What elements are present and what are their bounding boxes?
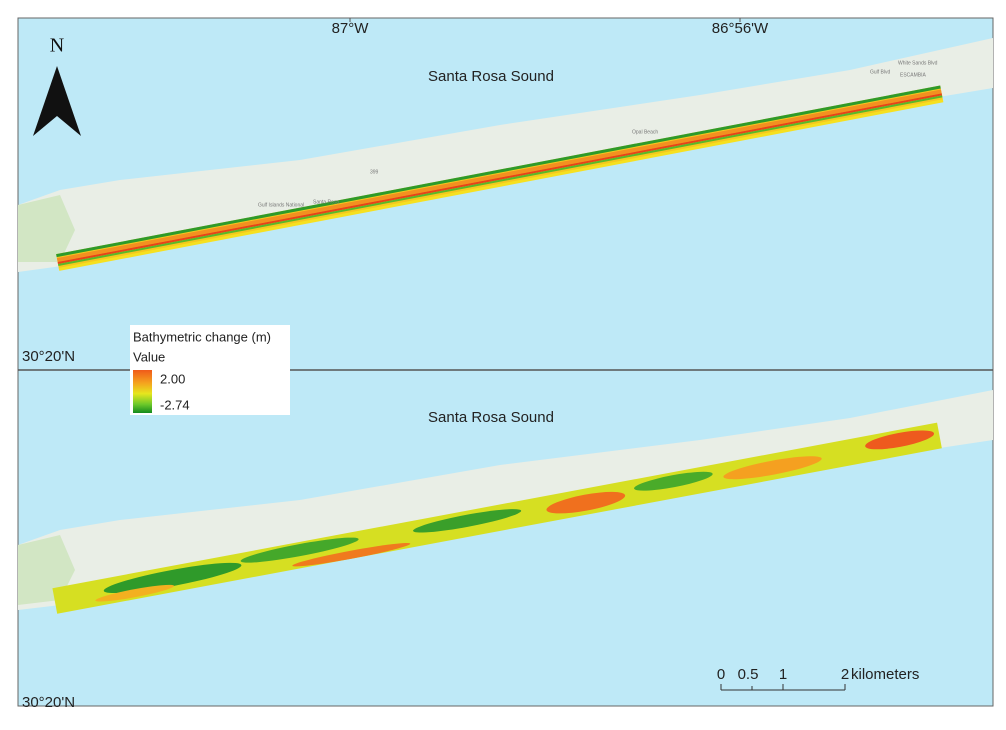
- legend-ramp: [133, 370, 152, 413]
- strip-blob: [633, 471, 713, 491]
- place-label: 399: [370, 169, 379, 175]
- scale-label: 1: [779, 666, 787, 683]
- water-label: Santa Rosa Sound: [428, 68, 554, 85]
- north-arrow: [33, 66, 57, 136]
- land-park: [18, 195, 75, 262]
- strip-blob: [240, 537, 359, 563]
- place-label: Gulf Blvd: [870, 69, 891, 75]
- strip-blob: [413, 509, 522, 533]
- place-label: Santa Rosa: [313, 199, 339, 205]
- water-label: Santa Rosa Sound: [428, 409, 554, 426]
- strip-blob: [103, 562, 242, 594]
- place-label: White Sands Blvd: [898, 60, 938, 66]
- north-label: N: [50, 35, 64, 57]
- strip-blob: [865, 430, 935, 450]
- legend-high: 2.00: [160, 371, 185, 386]
- strip-blob: [546, 491, 626, 514]
- scale-unit: kilometers: [851, 666, 919, 683]
- longitude-label: 87°W: [332, 20, 370, 37]
- scale-label: 0: [717, 666, 725, 683]
- legend-box: [130, 325, 290, 415]
- strip-blob: [292, 542, 411, 567]
- strip-band: [58, 99, 944, 271]
- north-arrow: [57, 66, 81, 136]
- strip-band: [56, 85, 941, 258]
- strip-band: [57, 93, 943, 264]
- scale-bar: 0 0.5 1 2 kilometers: [717, 666, 919, 691]
- land: [18, 38, 993, 272]
- legend-subtitle: Value: [133, 349, 165, 364]
- longitude-label: 86°56'W: [712, 20, 769, 37]
- place-label: Gulf Islands National: [258, 202, 304, 208]
- legend-title: Bathymetric change (m): [133, 329, 271, 344]
- place-label: ESCAMBIA: [900, 72, 927, 78]
- strip-blob: [723, 456, 822, 480]
- bathymetry-strip: [52, 422, 942, 614]
- scale-label: 2: [841, 666, 849, 683]
- place-label: Opal Beach: [632, 129, 658, 135]
- strip-blob: [95, 584, 175, 602]
- scale-label: 0.5: [738, 666, 759, 683]
- legend-low: -2.74: [160, 397, 190, 412]
- bathymetry-strip: [56, 85, 944, 271]
- latitude-label: 30°20'N: [22, 694, 75, 711]
- strip-band: [58, 95, 943, 266]
- strip-band: [56, 89, 942, 263]
- latitude-label: 30°20'N: [22, 348, 75, 365]
